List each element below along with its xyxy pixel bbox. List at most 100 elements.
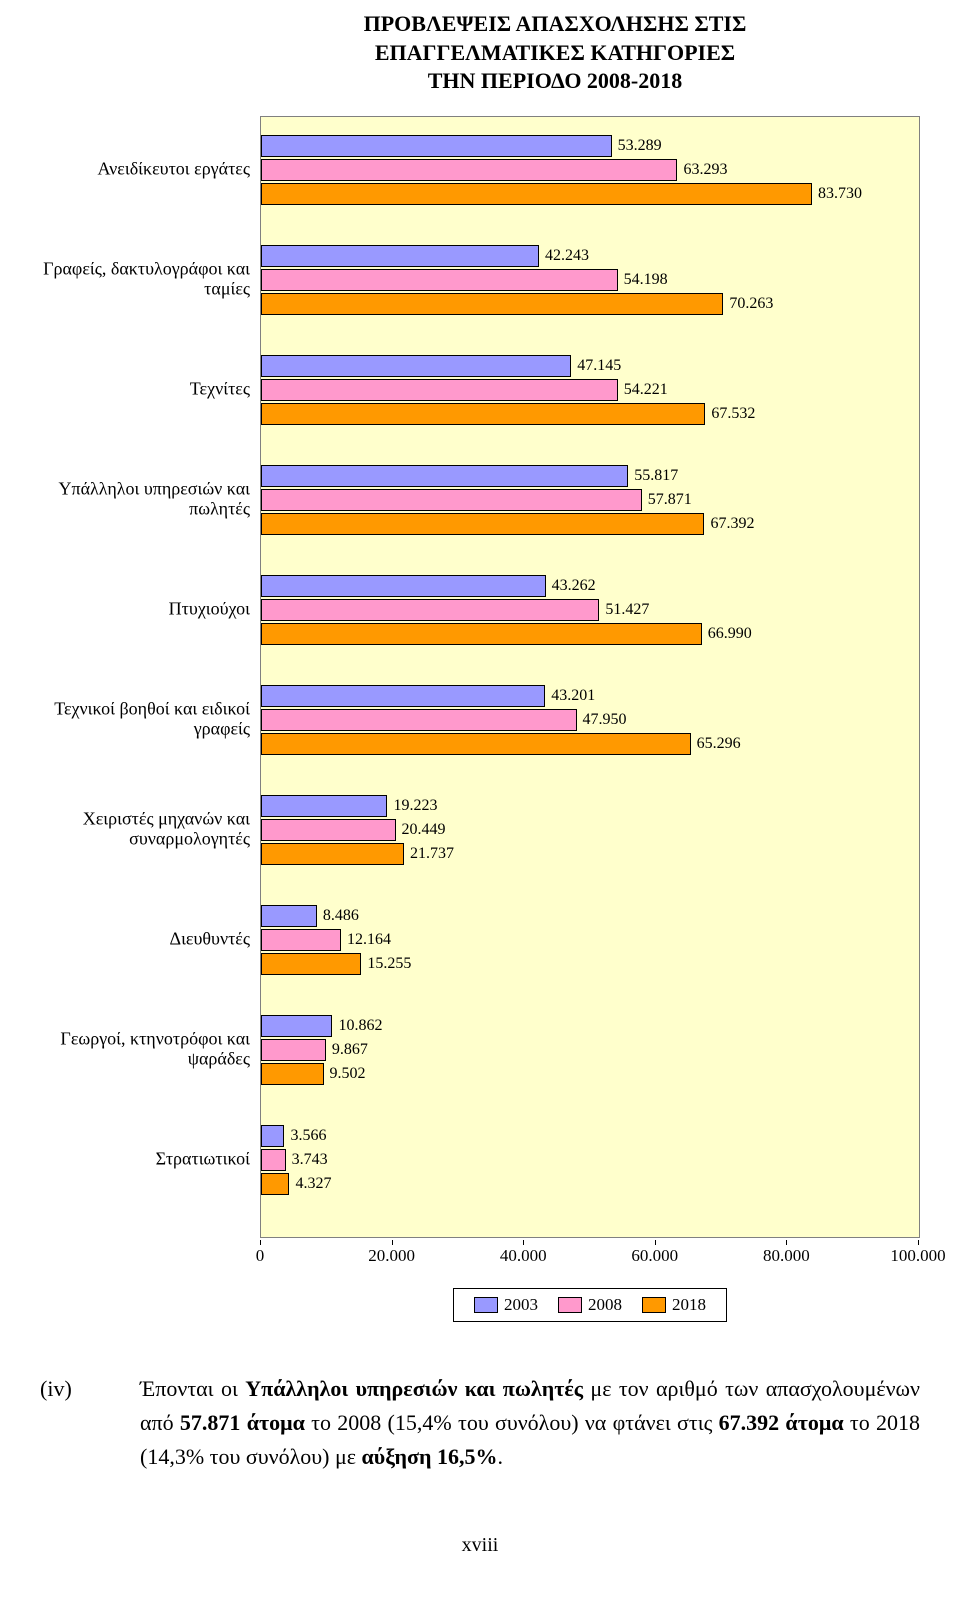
- bar-value-label: 70.263: [729, 293, 773, 315]
- y-axis-category-label: Υπάλληλοι υπηρεσιών και πωλητές: [40, 478, 250, 519]
- bar-value-label: 9.502: [330, 1063, 366, 1085]
- bar-value-label: 19.223: [393, 795, 437, 817]
- plot-wrapper: 53.28963.29383.73042.24354.19870.26347.1…: [260, 116, 920, 1322]
- bar: [261, 819, 396, 841]
- x-tick-label: 0: [256, 1246, 265, 1266]
- bar-value-label: 57.871: [648, 489, 692, 511]
- bar-value-label: 4.327: [295, 1173, 331, 1195]
- bar: [261, 489, 642, 511]
- y-axis-category-label: Γεωργοί, κτηνοτρόφοι και ψαράδες: [40, 1028, 250, 1069]
- page-number: xviii: [40, 1534, 920, 1557]
- paragraph-bullet: (iv): [40, 1372, 90, 1474]
- legend-swatch: [558, 1297, 582, 1313]
- bar: [261, 575, 546, 597]
- text: .: [498, 1444, 504, 1469]
- bar: [261, 293, 723, 315]
- bar: [261, 135, 612, 157]
- chart-container: Ανειδίκευτοι εργάτεςΓραφείς, δακτυλογράφ…: [40, 116, 920, 1322]
- x-tick-label: 40.000: [500, 1246, 547, 1266]
- bar: [261, 513, 704, 535]
- bar-value-label: 51.427: [605, 599, 649, 621]
- bar-value-label: 83.730: [818, 183, 862, 205]
- bar: [261, 1063, 324, 1085]
- bar-value-label: 21.737: [410, 843, 454, 865]
- bar: [261, 733, 691, 755]
- bar-value-label: 43.262: [552, 575, 596, 597]
- legend-item: 2018: [642, 1295, 706, 1315]
- bold-text: 67.392 άτομα: [719, 1410, 844, 1435]
- legend-swatch: [474, 1297, 498, 1313]
- x-axis: 020.00040.00060.00080.000100.000: [260, 1240, 920, 1270]
- bar: [261, 269, 618, 291]
- bar: [261, 465, 628, 487]
- text: το 2008 (15,4% του συνόλου) να φτάνει στ…: [305, 1410, 719, 1435]
- bar: [261, 905, 317, 927]
- bold-text: 57.871 άτομα: [180, 1410, 305, 1435]
- bar: [261, 1149, 286, 1171]
- x-tick-label: 60.000: [631, 1246, 678, 1266]
- bar-value-label: 15.255: [367, 953, 411, 975]
- legend: 2003 2008 2018: [453, 1288, 727, 1322]
- bar-value-label: 66.990: [708, 623, 752, 645]
- bold-text: αύξηση 16,5%: [362, 1444, 498, 1469]
- bar-value-label: 65.296: [697, 733, 741, 755]
- y-axis-category-label: Στρατιωτικοί: [40, 1148, 250, 1169]
- bar-value-label: 43.201: [551, 685, 595, 707]
- bar: [261, 355, 571, 377]
- paragraph: (iv) Έπονται οι Υπάλληλοι υπηρεσιών και …: [40, 1372, 920, 1474]
- y-axis-labels: Ανειδίκευτοι εργάτεςΓραφείς, δακτυλογράφ…: [40, 116, 260, 1236]
- bar: [261, 929, 341, 951]
- x-tick-line: [655, 1240, 656, 1245]
- bar: [261, 159, 677, 181]
- bar-value-label: 10.862: [338, 1015, 382, 1037]
- chart-title: ΠΡΟΒΛΕΨΕΙΣ ΑΠΑΣΧΟΛΗΣΗΣ ΣΤΙΣΕΠΑΓΓΕΛΜΑΤΙΚΕ…: [40, 10, 920, 96]
- bar: [261, 403, 705, 425]
- bar-value-label: 47.950: [583, 709, 627, 731]
- y-axis-category-label: Γραφείς, δακτυλογράφοι και ταμίες: [40, 258, 250, 299]
- y-axis-category-label: Διευθυντές: [40, 928, 250, 949]
- bar-value-label: 55.817: [634, 465, 678, 487]
- bar: [261, 245, 539, 267]
- bar-value-label: 42.243: [545, 245, 589, 267]
- x-tick-label: 80.000: [763, 1246, 810, 1266]
- text: Έπονται οι: [140, 1376, 245, 1401]
- paragraph-body: Έπονται οι Υπάλληλοι υπηρεσιών και πωλητ…: [140, 1372, 920, 1474]
- legend-label: 2018: [672, 1295, 706, 1315]
- x-tick-line: [918, 1240, 919, 1245]
- bar-value-label: 67.532: [711, 403, 755, 425]
- x-tick-label: 100.000: [890, 1246, 945, 1266]
- legend-swatch: [642, 1297, 666, 1313]
- x-tick-label: 20.000: [368, 1246, 415, 1266]
- legend-item: 2008: [558, 1295, 622, 1315]
- x-tick-line: [392, 1240, 393, 1245]
- chart-title-line: ΕΠΑΓΓΕΛΜΑΤΙΚΕΣ ΚΑΤΗΓΟΡΙΕΣ: [375, 40, 735, 65]
- bar-value-label: 9.867: [332, 1039, 368, 1061]
- bar-value-label: 63.293: [683, 159, 727, 181]
- bar: [261, 623, 702, 645]
- bar-value-label: 8.486: [323, 905, 359, 927]
- bar-value-label: 54.198: [624, 269, 668, 291]
- y-axis-category-label: Πτυχιούχοι: [40, 598, 250, 619]
- y-axis-category-label: Τεχνίτες: [40, 378, 250, 399]
- bar: [261, 795, 387, 817]
- bar: [261, 953, 361, 975]
- bar-value-label: 54.221: [624, 379, 668, 401]
- bar: [261, 1039, 326, 1061]
- plot-area: 53.28963.29383.73042.24354.19870.26347.1…: [260, 116, 920, 1238]
- legend-label: 2003: [504, 1295, 538, 1315]
- bar: [261, 183, 812, 205]
- bar-value-label: 47.145: [577, 355, 621, 377]
- bold-text: Υπάλληλοι υπηρεσιών και πωλητές: [245, 1376, 583, 1401]
- bar-value-label: 12.164: [347, 929, 391, 951]
- y-axis-category-label: Χειριστές μηχανών και συναρμολογητές: [40, 808, 250, 849]
- bar: [261, 1015, 332, 1037]
- legend-item: 2003: [474, 1295, 538, 1315]
- bar: [261, 599, 599, 621]
- bar: [261, 1125, 284, 1147]
- chart-title-line: ΤΗΝ ΠΕΡΙΟΔΟ 2008-2018: [428, 68, 683, 93]
- bar-value-label: 20.449: [402, 819, 446, 841]
- bar-value-label: 3.743: [292, 1149, 328, 1171]
- x-tick-line: [260, 1240, 261, 1245]
- legend-label: 2008: [588, 1295, 622, 1315]
- bar: [261, 709, 577, 731]
